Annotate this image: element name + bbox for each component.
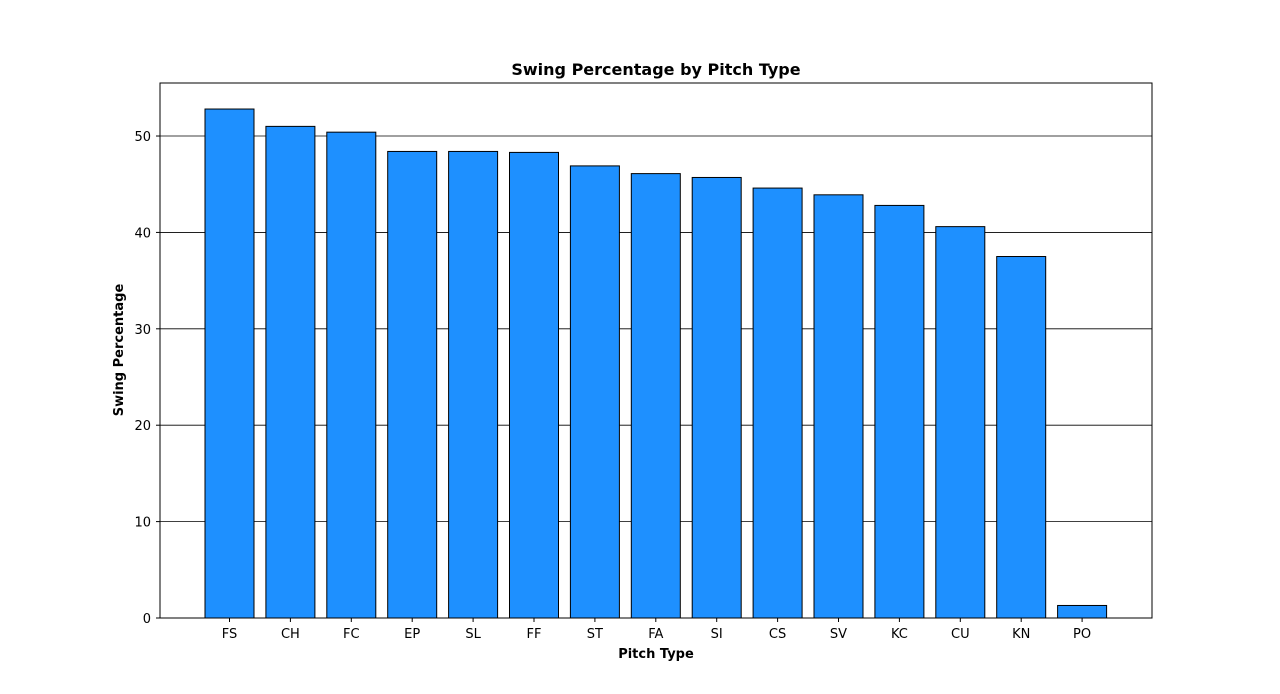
bar-sv (813, 194, 864, 619)
x-axis-ticks: FS CH FC EP SL FF ST FA SI CS SV KC CU KN PO (222, 618, 1091, 642)
x-tick-label-cs: CS (769, 627, 786, 642)
x-tick-label-fc: FC (343, 627, 360, 642)
x-tick-label-kc: KC (891, 627, 908, 642)
x-tick-label-fs: FS (222, 627, 238, 642)
bar-kc (874, 204, 925, 619)
x-tick-label-po: PO (1073, 627, 1091, 642)
y-tick-label: 30 (134, 323, 151, 338)
bar-fc (326, 131, 377, 619)
bars (204, 108, 1108, 619)
bar-cs (752, 187, 803, 619)
y-axis-ticks: 0 10 20 30 40 50 (134, 130, 160, 627)
bar-fs (204, 108, 255, 619)
y-tick-label: 10 (134, 516, 151, 531)
x-tick-label-fa: FA (648, 627, 663, 642)
x-tick-label-cu: CU (951, 627, 970, 642)
bar-kn (996, 256, 1047, 619)
x-tick-label-si: SI (711, 627, 723, 642)
bar-si (691, 176, 742, 619)
x-tick-label-st: ST (587, 627, 603, 642)
y-tick-label: 0 (143, 612, 151, 627)
x-tick-label-ch: CH (281, 627, 300, 642)
y-tick-label: 20 (134, 419, 151, 434)
x-axis-label: Pitch Type (618, 647, 694, 662)
bar-po (1057, 604, 1108, 619)
x-tick-label-sl: SL (465, 627, 481, 642)
y-tick-label: 40 (134, 226, 151, 241)
x-tick-label-kn: KN (1012, 627, 1030, 642)
bar-sl (448, 150, 499, 619)
bar-ep (387, 150, 438, 619)
y-tick-label: 50 (134, 130, 151, 145)
bar-ch (265, 125, 316, 619)
x-tick-label-sv: SV (830, 627, 847, 642)
x-tick-label-ep: EP (404, 627, 420, 642)
x-tick-label-ff: FF (527, 627, 542, 642)
bar-ff (509, 151, 559, 619)
bar-fa (630, 173, 681, 619)
y-axis-label: Swing Percentage (112, 284, 127, 417)
chart-title: Swing Percentage by Pitch Type (511, 60, 800, 79)
bar-st (569, 165, 620, 619)
bar-cu (935, 226, 986, 619)
